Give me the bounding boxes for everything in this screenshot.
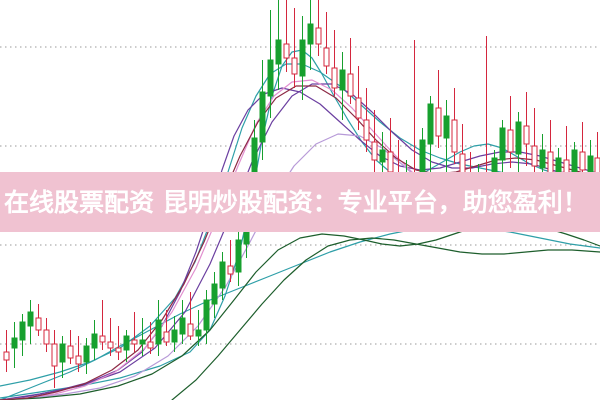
chart-gridlines bbox=[0, 46, 600, 345]
promo-banner-text: 在线股票配资 昆明炒股配资：专业平台，助您盈利！ bbox=[4, 187, 588, 217]
promo-banner: 在线股票配资 昆明炒股配资：专业平台，助您盈利！ bbox=[0, 172, 600, 232]
